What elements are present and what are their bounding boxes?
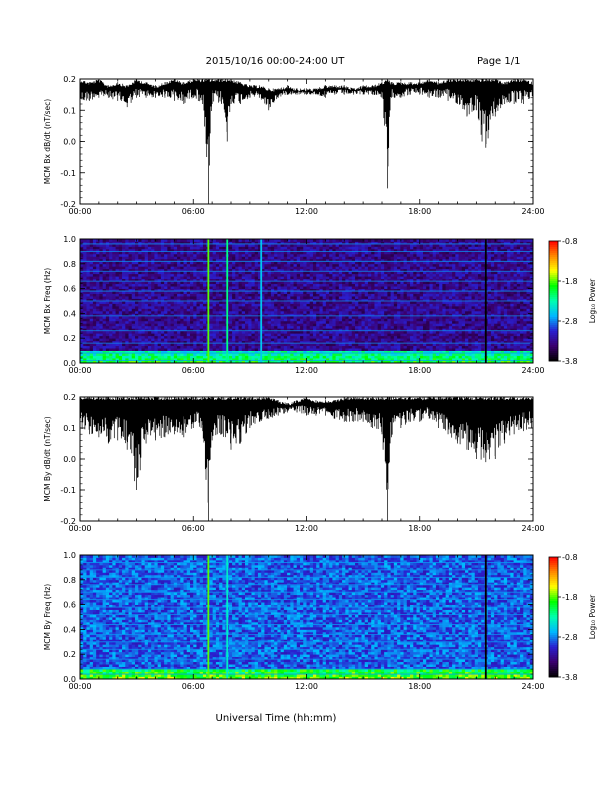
y-tick-label: 0.8 [63, 260, 76, 269]
x-ticks [79, 555, 534, 679]
y-axis-label: MCM Bx Freq (Hz) [43, 268, 52, 334]
x-tick-label: 00:00 [68, 682, 91, 691]
y-tick-label: 0.0 [63, 455, 76, 464]
spectrogram-cells [80, 239, 534, 364]
x-tick-label: 18:00 [408, 682, 431, 691]
y-tick-label: 1.0 [63, 551, 76, 560]
y-axis-label: MCM Bx dB/dt (nT/sec) [43, 99, 52, 184]
colorbar-tick-label: -1.8 [562, 277, 578, 286]
x-ticks [79, 397, 534, 521]
y-tick-label: -0.2 [60, 517, 76, 526]
y-tick-label: -0.2 [60, 200, 76, 209]
y-tick-label: 0.4 [63, 625, 76, 634]
y-tick-label: 0.2 [63, 650, 76, 659]
x-tick-label: 00:00 [68, 524, 91, 533]
colorbar-tick-label: -0.8 [562, 237, 578, 246]
x-tick-label: 12:00 [295, 207, 318, 216]
x-tick-label: 00:00 [68, 366, 91, 375]
colorbar-tick-label: -3.8 [562, 673, 578, 682]
dbdt-trace [79, 79, 534, 204]
spectrogram-cells [80, 555, 534, 680]
y-tick-label: -0.1 [60, 169, 76, 178]
page-indicator: Page 1/1 [477, 56, 520, 67]
panel-by-dbdt: 00:00 06:00 12:00 18:00 24:00 0.2 0.1 0.0 -0.1 -0… [43, 393, 545, 533]
colorbar-tick-label: -1.8 [562, 593, 578, 602]
x-tick-label: 06:00 [182, 682, 205, 691]
x-axis-title: Universal Time (hh:mm) [216, 713, 337, 724]
x-ticks [79, 239, 534, 363]
y-axis-label: MCM By dB/dt (nT/sec) [43, 416, 52, 501]
y-tick-label: 0.2 [63, 334, 76, 343]
plot-title: 2015/10/16 00:00-24:00 UT [206, 56, 346, 67]
y-tick-label: 0.0 [63, 359, 76, 368]
x-tick-label: 00:00 [68, 207, 91, 216]
y-tick-label: -0.1 [60, 486, 76, 495]
y-tick-label: 0.1 [63, 424, 76, 433]
y-tick-label: 0.0 [63, 675, 76, 684]
x-tick-label: 18:00 [408, 524, 431, 533]
x-tick-label: 24:00 [521, 366, 544, 375]
colorbar-label: Log₁₀ Power [588, 278, 597, 323]
y-tick-label: 0.0 [63, 138, 76, 147]
colorbar-frame [548, 240, 559, 362]
x-tick-label: 06:00 [182, 366, 205, 375]
colorbar-frame [548, 556, 559, 678]
y-tick-label: 0.2 [63, 393, 76, 402]
y-tick-label: 0.6 [63, 601, 76, 610]
x-tick-label: 18:00 [408, 366, 431, 375]
x-tick-label: 06:00 [182, 524, 205, 533]
y-tick-label: 0.2 [63, 75, 76, 84]
y-tick-label: 0.1 [63, 106, 76, 115]
colorbar-bx: -0.8 -1.8 -2.8 -3.8 Log₁₀ Power [548, 237, 597, 366]
colorbar-by: -0.8 -1.8 -2.8 -3.8 Log₁₀ Power [548, 553, 597, 682]
x-tick-label: 06:00 [182, 207, 205, 216]
colorbar-label: Log₁₀ Power [588, 594, 597, 639]
x-tick-label: 18:00 [408, 207, 431, 216]
y-tick-label: 0.6 [63, 285, 76, 294]
colorbar-tick-label: -2.8 [562, 317, 578, 326]
colorbar-tick-label: -3.8 [562, 357, 578, 366]
y-tick-label: 0.4 [63, 309, 76, 318]
panel-bx-dbdt: 00:00 06:00 12:00 18:00 24:00 0.2 0.1 0.0 -0.1 -0… [43, 75, 545, 216]
y-tick-label: 1.0 [63, 235, 76, 244]
x-tick-label: 24:00 [521, 524, 544, 533]
x-tick-label: 24:00 [521, 207, 544, 216]
panel-by-freq: 00:00 06:00 12:00 18:00 24:00 1.0 0.8 0.6 0.4 0.2… [43, 551, 545, 691]
x-tick-label: 12:00 [295, 682, 318, 691]
y-tick-label: 0.8 [63, 576, 76, 585]
x-tick-label: 24:00 [521, 682, 544, 691]
colorbar-tick-label: -0.8 [562, 553, 578, 562]
y-axis-label: MCM By Freq (Hz) [43, 584, 52, 650]
x-tick-label: 12:00 [295, 366, 318, 375]
x-ticks [79, 79, 534, 204]
x-tick-label: 12:00 [295, 524, 318, 533]
panel-bx-freq: 00:00 06:00 12:00 18:00 24:00 1.0 0.8 0.6 0.4 0.2… [43, 235, 545, 375]
colorbar-tick-label: -2.8 [562, 633, 578, 642]
dbdt-trace [79, 397, 534, 521]
